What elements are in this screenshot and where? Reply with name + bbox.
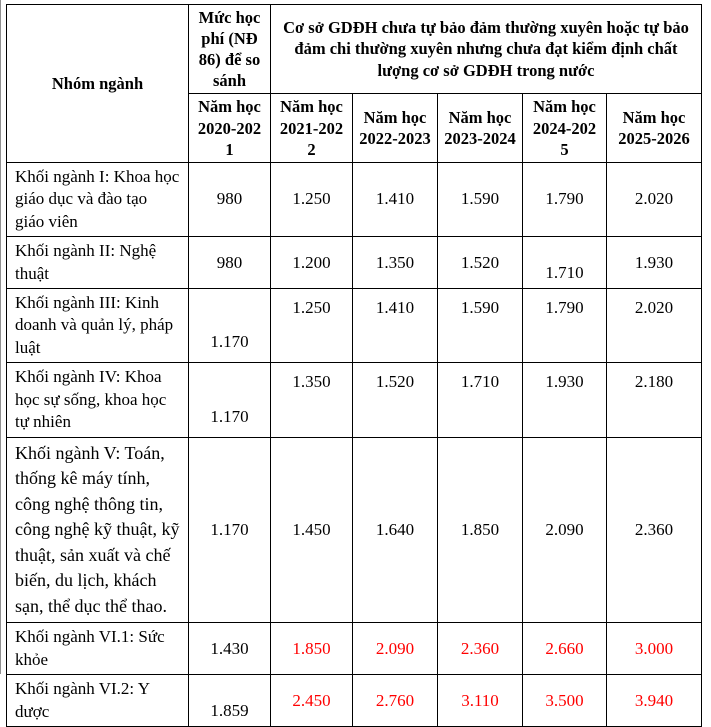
row-label: Khối ngành I: Khoa học giáo dục và đào t… xyxy=(6,161,189,238)
fee-cell-highlighted: 3.940 xyxy=(606,674,702,727)
table-row-khoi-vi2: Khối ngành VI.2: Y dược 1.859 2.450 2.76… xyxy=(6,674,702,727)
fee-cell-highlighted: 2.450 xyxy=(270,674,353,727)
fee-cell: 1.790 xyxy=(522,161,607,238)
header-year-2021-2022: Năm học 2021-202 2 xyxy=(270,93,353,163)
fee-cell: 2.360 xyxy=(606,436,702,624)
row-label: Khối ngành V: Toán, thống kê máy tính, c… xyxy=(6,436,189,624)
fee-cell: 2.090 xyxy=(522,436,607,624)
fee-cell-highlighted: 2.090 xyxy=(352,622,438,676)
fee-cell: 1.710 xyxy=(437,362,523,438)
fee-cell: 1.410 xyxy=(352,161,438,238)
header-row-years: Năm học 2020-202 1 Năm học 2021-202 2 Nă… xyxy=(7,93,702,163)
fee-cell-highlighted: 2.360 xyxy=(437,622,523,676)
fee-cell: 980 xyxy=(188,236,271,289)
table-row-khoi-ii: Khối ngành II: Nghệ thuật 980 1.200 1.35… xyxy=(6,236,702,289)
fee-cell: 1.430 xyxy=(188,622,271,676)
fee-cell-highlighted: 3.110 xyxy=(437,674,523,727)
fee-cell: 1.790 xyxy=(522,287,607,364)
row-label: Khối ngành VI.2: Y dược xyxy=(6,674,189,727)
fee-cell: 1.350 xyxy=(270,362,353,438)
table-row-khoi-v: Khối ngành V: Toán, thống kê máy tính, c… xyxy=(6,436,702,624)
tuition-fee-table: Nhóm ngành Mức học phí (NĐ 86) để so sán… xyxy=(6,3,702,727)
fee-cell: 1.520 xyxy=(352,362,438,438)
fee-cell-highlighted: 3.000 xyxy=(606,622,702,676)
page-edge-line xyxy=(0,0,1,674)
header-nhom-nganh: Nhóm ngành xyxy=(6,4,189,163)
row-label: Khối ngành VI.1: Sức khỏe xyxy=(6,622,189,676)
fee-cell: 1.930 xyxy=(606,236,702,289)
header-year-2024-2025: Năm học 2024-202 5 xyxy=(522,93,607,163)
fee-cell-highlighted: 1.850 xyxy=(270,622,353,676)
fee-cell: 1.410 xyxy=(352,287,438,364)
fee-cell: 1.520 xyxy=(437,236,523,289)
fee-cell: 1.590 xyxy=(437,161,523,238)
row-label: Khối ngành III: Kinh doanh và quản lý, p… xyxy=(6,287,189,364)
fee-cell: 1.710 xyxy=(522,236,607,289)
fee-cell: 1.170 xyxy=(188,436,271,624)
fee-cell: 1.590 xyxy=(437,287,523,364)
fee-cell: 1.850 xyxy=(437,436,523,624)
fee-cell: 1.450 xyxy=(270,436,353,624)
fee-cell-highlighted: 2.660 xyxy=(522,622,607,676)
table-row-khoi-vi1: Khối ngành VI.1: Sức khỏe 1.430 1.850 2.… xyxy=(6,622,702,676)
fee-cell: 2.180 xyxy=(606,362,702,438)
header-year-2020-2021: Năm học 2020-202 1 xyxy=(188,93,271,163)
row-label: Khối ngành II: Nghệ thuật xyxy=(6,236,189,289)
header-year-2022-2023: Năm học 2022-2023 xyxy=(352,93,438,163)
table-row-khoi-i: Khối ngành I: Khoa học giáo dục và đào t… xyxy=(6,161,702,238)
fee-cell: 1.170 xyxy=(188,287,271,364)
fee-cell: 2.020 xyxy=(606,287,702,364)
table-row-khoi-iv: Khối ngành IV: Khoa học sự sống, khoa họ… xyxy=(6,362,702,438)
fee-cell: 1.170 xyxy=(188,362,271,438)
fee-cell-highlighted: 3.500 xyxy=(522,674,607,727)
fee-cell: 980 xyxy=(188,161,271,238)
row-label: Khối ngành IV: Khoa học sự sống, khoa họ… xyxy=(6,362,189,438)
fee-cell: 1.640 xyxy=(352,436,438,624)
header-row-top: Nhóm ngành Mức học phí (NĐ 86) để so sán… xyxy=(6,3,702,163)
header-co-so-gddh: Cơ sở GDĐH chưa tự bảo đảm thường xuyên … xyxy=(270,3,702,95)
fee-cell: 1.930 xyxy=(522,362,607,438)
fee-cell: 2.020 xyxy=(606,161,702,238)
fee-cell: 1.250 xyxy=(270,287,353,364)
fee-cell: 1.859 xyxy=(188,674,271,727)
header-year-2025-2026: Năm học 2025-2026 xyxy=(606,93,702,163)
header-muc-hoc-phi-nd86: Mức học phí (NĐ 86) để so sánh xyxy=(188,3,271,95)
fee-cell: 1.350 xyxy=(352,236,438,289)
fee-cell-highlighted: 2.760 xyxy=(352,674,438,727)
header-year-2023-2024: Năm học 2023-2024 xyxy=(437,93,523,163)
table-row-khoi-iii: Khối ngành III: Kinh doanh và quản lý, p… xyxy=(6,287,702,364)
fee-cell: 1.250 xyxy=(270,161,353,238)
fee-cell: 1.200 xyxy=(270,236,353,289)
